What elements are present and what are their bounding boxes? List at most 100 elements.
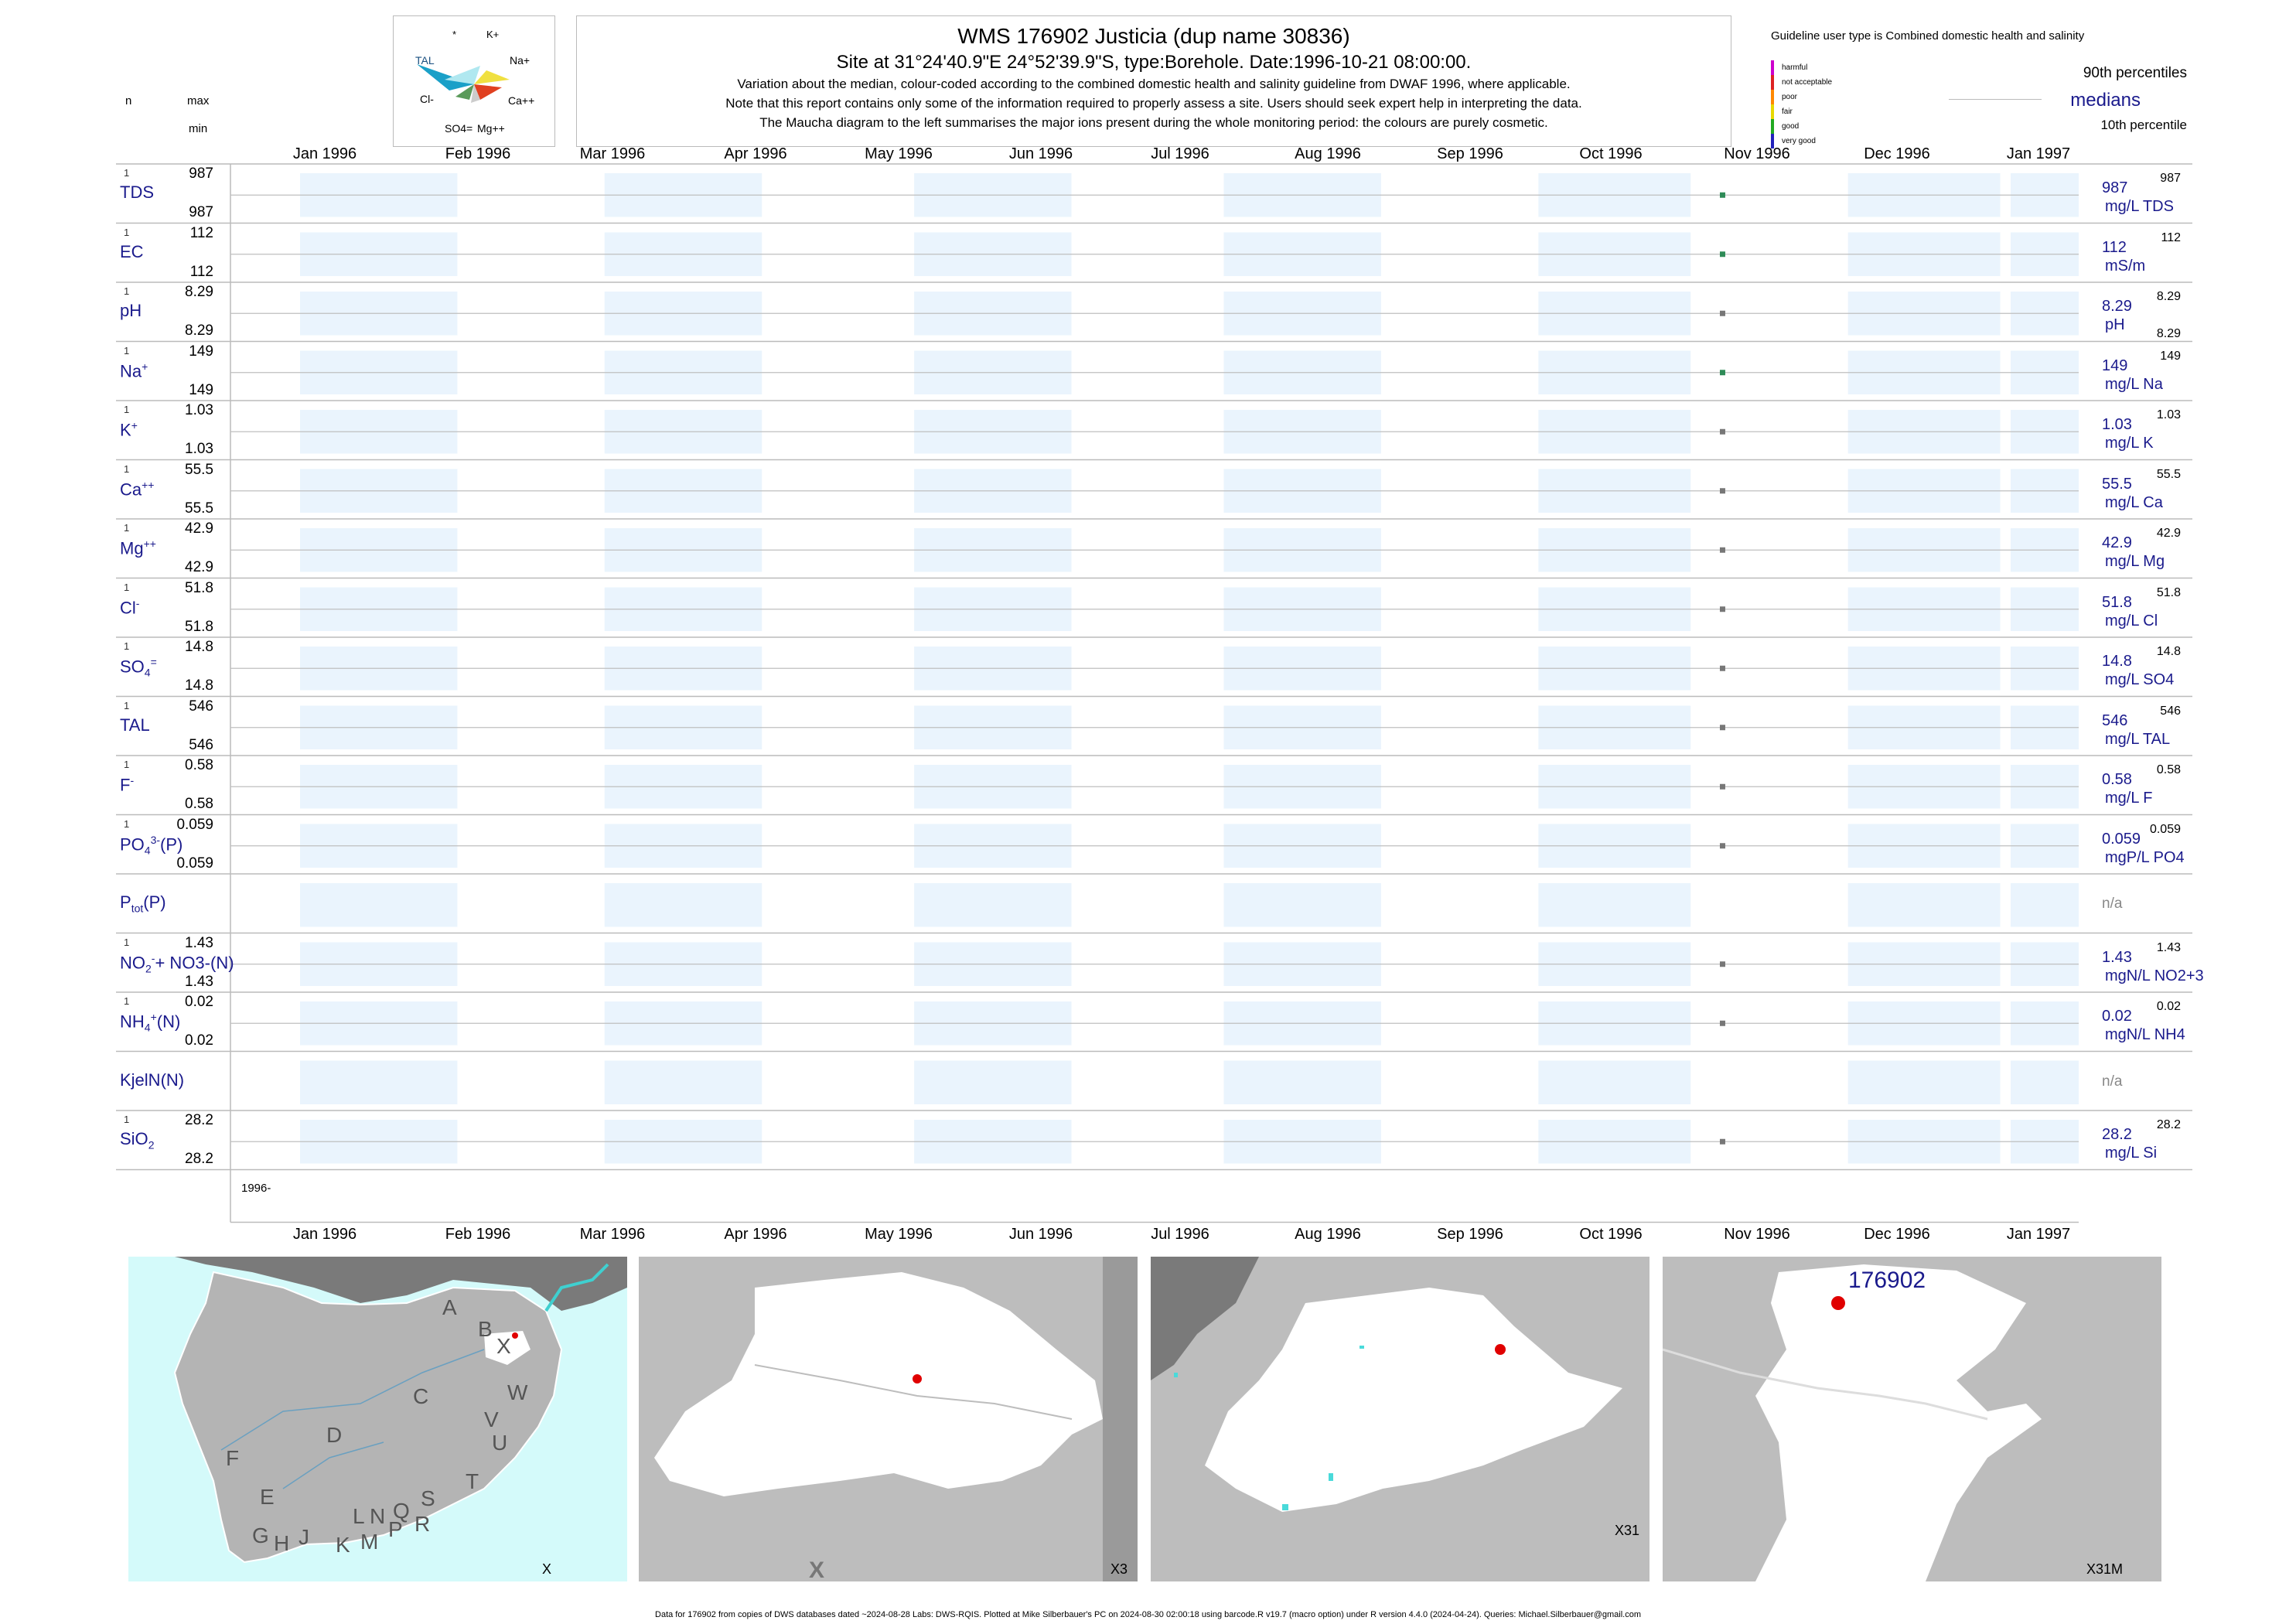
map-sa-letter: U	[492, 1431, 507, 1455]
map-sa-letter: C	[413, 1384, 428, 1408]
month-label-top: Jun 1996	[1008, 145, 1073, 162]
legend-guideline: Guideline user type is Combined domestic…	[1771, 29, 2085, 43]
month-label-top: Oct 1996	[1579, 145, 1643, 162]
legend-class-swatch	[1771, 104, 1774, 119]
row-max: 987	[189, 165, 213, 182]
row-median: 51.8	[2102, 593, 2132, 611]
row-unit: mgN/L NO2+3	[2105, 967, 2204, 984]
parameter-label: K+	[120, 419, 138, 440]
map-x31m-site-label: 176902	[1848, 1267, 1926, 1293]
row-unit: mgN/L NH4	[2105, 1026, 2185, 1043]
month-label-bottom: Feb 1996	[445, 1226, 511, 1243]
data-point	[1719, 843, 1725, 849]
month-label-top: Apr 1996	[724, 145, 787, 162]
month-band	[2011, 1060, 2079, 1104]
month-band	[914, 883, 1072, 927]
map-x31m-corner: X31M	[2086, 1561, 2123, 1577]
row-median: 42.9	[2102, 534, 2132, 551]
row-max: 112	[189, 224, 213, 241]
maucha-label: Ca++	[508, 94, 534, 107]
month-label-bottom: Aug 1996	[1295, 1226, 1361, 1243]
month-band	[1538, 883, 1691, 927]
month-band	[1847, 883, 2001, 927]
row-median-na: n/a	[2102, 896, 2123, 912]
row-p90: 112	[2161, 230, 2181, 244]
month-label-bottom: Oct 1996	[1579, 1226, 1643, 1243]
row-median: 0.059	[2102, 830, 2141, 848]
map-sa-site-dot	[512, 1332, 518, 1339]
row-unit: mg/L TDS	[2105, 198, 2174, 215]
legend-class: harmful	[1771, 60, 1879, 75]
row-p90: 546	[2160, 704, 2181, 718]
map-sa-letter: Q	[393, 1499, 410, 1523]
footer-credit: Data for 176902 from copies of DWS datab…	[655, 1610, 1641, 1619]
month-label-bottom: Jun 1996	[1008, 1226, 1073, 1243]
month-label-top: Nov 1996	[1724, 145, 1790, 162]
parameter-label: NO2-+ NO3-(N)	[120, 951, 234, 975]
month-band	[300, 1060, 458, 1104]
map-x3-site-dot	[913, 1374, 922, 1383]
maucha-mg	[471, 84, 480, 103]
row-min: 55.5	[185, 500, 213, 517]
col-head-max: max	[187, 94, 210, 107]
data-point	[1719, 961, 1725, 967]
month-label-bottom: Mar 1996	[579, 1226, 646, 1243]
map-sa-letter: D	[326, 1423, 342, 1447]
maucha-label: Na+	[510, 54, 530, 67]
month-label-bottom: Apr 1996	[724, 1226, 787, 1243]
row-n: 1	[124, 640, 130, 652]
legend-class: fair	[1771, 104, 1879, 119]
row-min: 0.059	[176, 855, 213, 872]
month-label-top: Mar 1996	[579, 145, 646, 162]
data-point	[1719, 665, 1725, 671]
row-min: 0.58	[185, 796, 213, 812]
row-p90: 0.58	[2156, 763, 2181, 776]
row-p90: 1.43	[2156, 940, 2181, 954]
month-label-bottom: Jan 1996	[292, 1226, 357, 1243]
legend-class: not acceptable	[1771, 75, 1879, 90]
legend-classes: harmful not acceptable poor fair good very go…	[1771, 60, 1879, 148]
month-label-top: Dec 1996	[1864, 145, 1930, 162]
row-n: 1	[124, 285, 130, 297]
row-min: 42.9	[185, 559, 213, 575]
map-sa-letter: V	[484, 1407, 499, 1431]
row-n: 1	[124, 404, 130, 415]
row-n: 1	[124, 344, 130, 357]
month-band	[2011, 883, 2079, 927]
map-sa-basin-x	[484, 1331, 531, 1365]
row-min: 1.43	[185, 973, 213, 990]
row-unit: mg/L Mg	[2105, 553, 2165, 570]
row-p90: 0.02	[2156, 1000, 2181, 1013]
maucha-label: K+	[486, 29, 499, 40]
map-sa-letter: T	[466, 1469, 479, 1493]
row-max: 42.9	[185, 520, 213, 537]
row-p90: 1.03	[2156, 408, 2181, 421]
row-median-na: n/a	[2102, 1073, 2123, 1090]
row-min: 112	[189, 263, 213, 280]
map-sa-rivers	[220, 1349, 485, 1489]
row-max: 149	[189, 343, 213, 360]
row-median: 149	[2102, 357, 2128, 374]
data-point	[1719, 488, 1725, 494]
col-head-min: min	[189, 122, 208, 135]
row-n: 1	[124, 759, 130, 770]
legend-median-line	[1949, 99, 2042, 100]
row-p90: 0.059	[2149, 822, 2181, 836]
row-n: 1	[124, 699, 130, 711]
row-max: 14.8	[185, 639, 213, 655]
legend-class-label: very good	[1782, 137, 1816, 145]
report-title: WMS 176902 Justicia (dup name 30836)	[957, 24, 1350, 48]
row-max: 546	[189, 698, 213, 715]
month-band	[1847, 1060, 2001, 1104]
month-label-top: Jan 1997	[2006, 145, 2071, 162]
map-x31-corner: X31	[1615, 1523, 1639, 1538]
data-point	[1719, 251, 1725, 258]
month-label-top: Aug 1996	[1295, 145, 1361, 162]
map-x31-site-dot	[1495, 1344, 1506, 1355]
map-x31-water	[1360, 1346, 1364, 1349]
map-sa-letter: F	[226, 1446, 239, 1470]
row-max: 0.02	[185, 994, 213, 1010]
row-min: 987	[189, 204, 213, 220]
